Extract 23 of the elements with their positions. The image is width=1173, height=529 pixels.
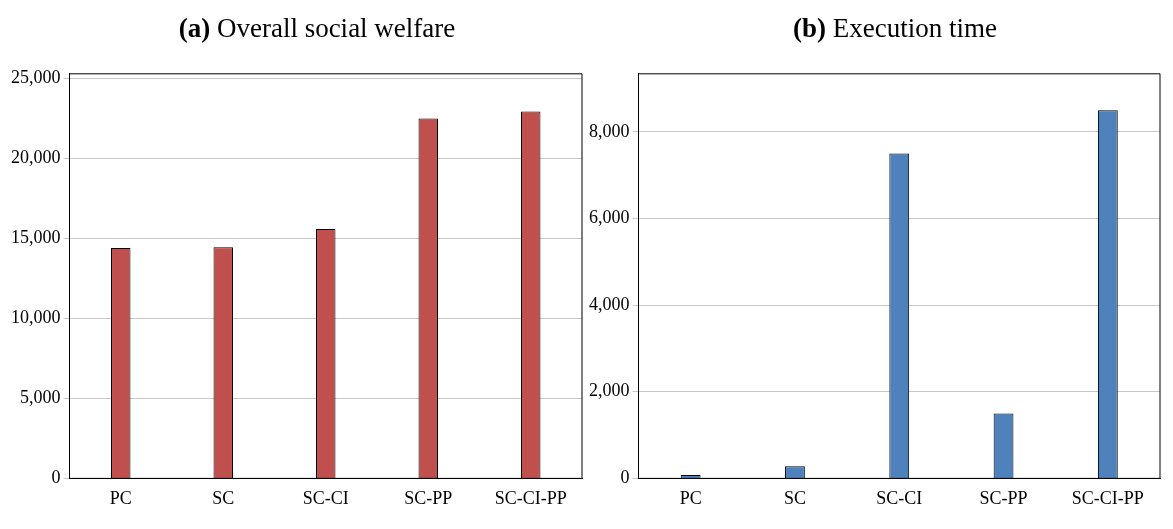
x-tick-label: SC [212, 487, 235, 508]
y-tick-label: 6,000 [589, 207, 630, 228]
y-tick-label: 20,000 [11, 147, 61, 168]
y-tick-label: 0 [51, 467, 61, 488]
chart-title: (b) Execution time [793, 13, 997, 43]
x-tick-label: SC-CI [876, 487, 923, 508]
y-tick-label: 4,000 [589, 293, 630, 314]
y-tick-label: 15,000 [11, 227, 61, 248]
x-tick-label: PC [109, 487, 132, 508]
x-tick-label: PC [679, 487, 702, 508]
x-tick-label: SC [783, 487, 806, 508]
x-tick-label: SC-PP [979, 487, 1028, 508]
y-tick-label: 10,000 [11, 307, 61, 328]
x-tick-label: SC-CI-PP [494, 487, 567, 508]
x-tick-label: SC-CI [302, 487, 349, 508]
y-tick-label: 5,000 [20, 387, 61, 408]
y-tick-label: 2,000 [589, 380, 630, 401]
y-tick-label: 25,000 [11, 67, 61, 88]
y-tick-label: 8,000 [589, 120, 630, 141]
x-tick-label: SC-PP [404, 487, 453, 508]
chart-title: (a) Overall social welfare [178, 13, 456, 43]
y-tick-label: 0 [620, 467, 630, 488]
x-tick-label: SC-CI-PP [1071, 487, 1144, 508]
